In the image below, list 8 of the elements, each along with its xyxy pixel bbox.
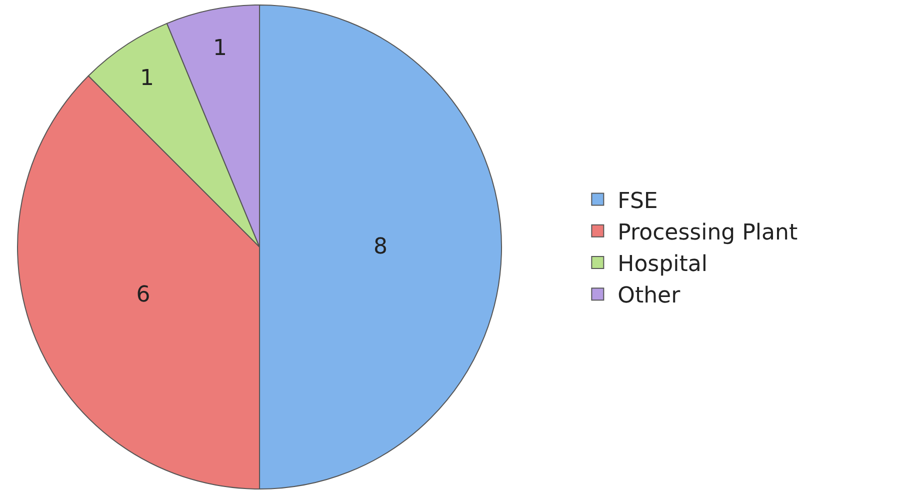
data-label: 1 (213, 36, 228, 61)
data-label: 1 (140, 66, 154, 92)
legend-label: Hospital (618, 252, 708, 278)
legend-label: Other (618, 284, 682, 309)
data-label: 6 (136, 282, 150, 308)
legend-label: FSE (618, 188, 658, 214)
legend-label: Processing Plant (618, 220, 798, 246)
data-label: 8 (374, 234, 388, 260)
